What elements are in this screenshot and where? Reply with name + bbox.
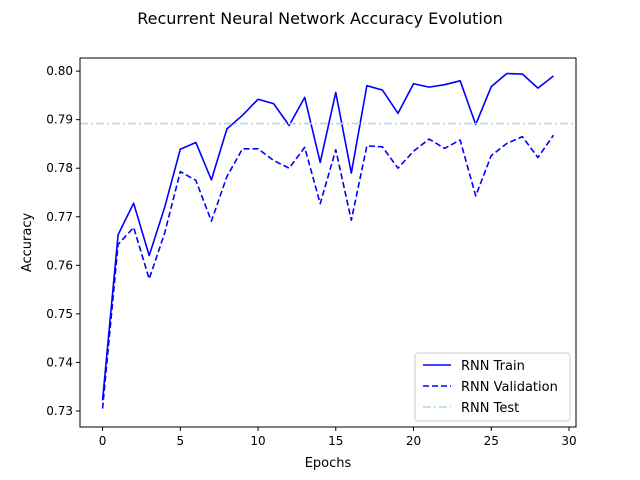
y-tick-label: 0.77 [46, 210, 73, 224]
x-tick-label: 0 [99, 434, 107, 448]
x-axis-label: Epochs [305, 456, 352, 471]
x-tick-label: 15 [328, 434, 343, 448]
y-tick-label: 0.74 [46, 355, 73, 369]
series-line-validation [101, 134, 555, 409]
x-tick-label: 30 [561, 434, 576, 448]
y-tick-label: 0.76 [46, 258, 73, 272]
legend-label-validation: RNN Validation [461, 380, 558, 395]
y-axis-label: Accuracy [20, 213, 35, 273]
x-tick-label: 5 [176, 434, 184, 448]
legend-box [414, 352, 571, 422]
x-tick-label: 25 [484, 434, 499, 448]
y-tick-label: 0.78 [46, 161, 73, 175]
x-tick-label: 10 [250, 434, 265, 448]
y-tick-label: 0.75 [46, 307, 73, 321]
legend-label-train: RNN Train [461, 359, 525, 374]
x-tick-label: 20 [406, 434, 421, 448]
series-layer [80, 72, 576, 409]
legend-label-test: RNN Test [461, 401, 519, 416]
plot-area [79, 57, 577, 428]
y-axis: 0.73 0.74 0.75 0.76 0.77 0.78 0.79 0.80 [46, 64, 80, 418]
plot-frame [79, 57, 577, 428]
y-tick-label: 0.80 [46, 64, 73, 78]
legend: RNN Train RNN Validation RNN Test [414, 352, 571, 422]
series-line-train [101, 72, 554, 401]
x-axis: 0 5 10 15 20 25 30 [99, 427, 577, 448]
y-tick-label: 0.79 [46, 113, 73, 127]
y-tick-label: 0.73 [46, 404, 73, 418]
chart-title: Recurrent Neural Network Accuracy Evolut… [137, 9, 503, 28]
